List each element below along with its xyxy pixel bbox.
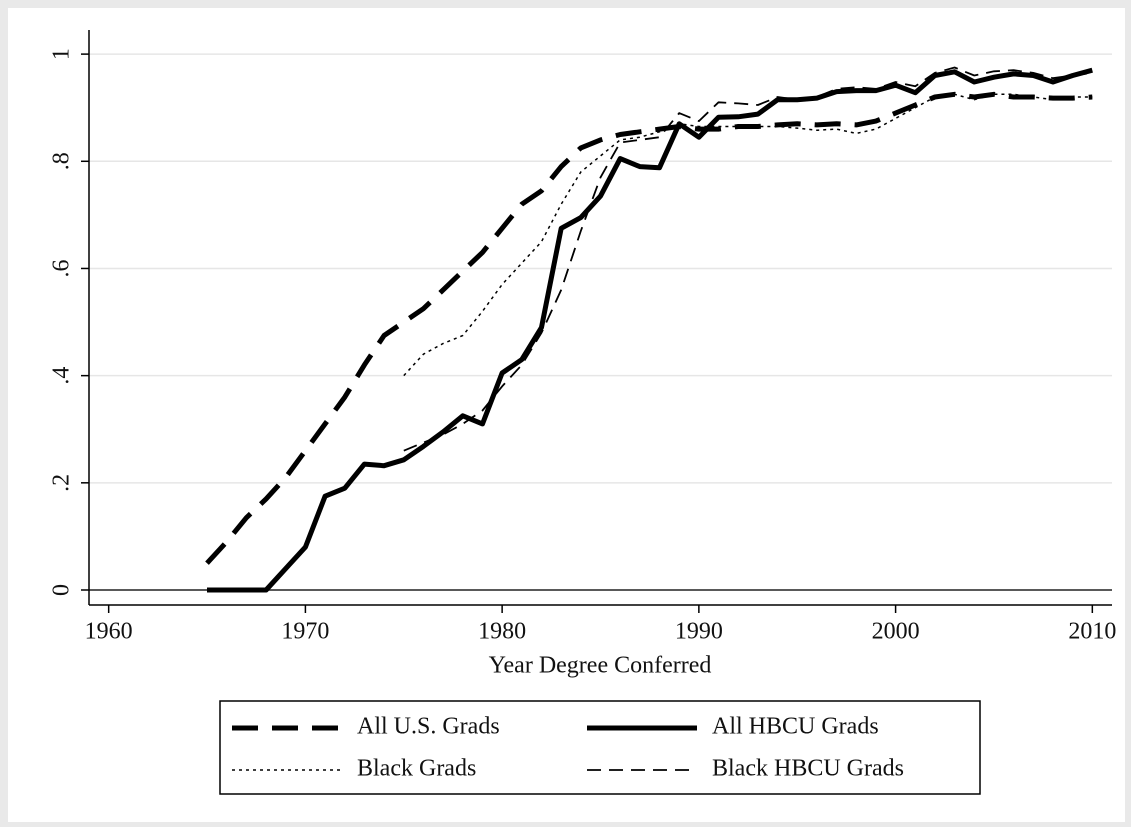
x-tick-label: 2010 [1068, 619, 1116, 645]
x-tick-label: 1960 [85, 619, 133, 645]
series-line [403, 93, 1093, 377]
chart-background [8, 8, 1125, 822]
x-axis-label: Year Degree Conferred [489, 653, 712, 679]
series-line [403, 66, 1093, 452]
legend-label: Black Grads [357, 756, 476, 782]
legend-label: All HBCU Grads [712, 714, 879, 740]
y-tick-label: 0 [49, 584, 75, 596]
legend-label: All U.S. Grads [357, 714, 500, 740]
x-tick-label: 1990 [675, 619, 723, 645]
legend-box [219, 700, 981, 795]
series-line [207, 67, 1093, 593]
y-tick-label: .2 [49, 474, 75, 492]
x-tick-label: 1970 [281, 619, 329, 645]
x-tick-label: 1980 [478, 619, 526, 645]
y-tick-label: .4 [49, 367, 75, 385]
y-tick-label: 1 [49, 48, 75, 60]
series-line [205, 91, 1093, 565]
legend-label: Black HBCU Grads [712, 756, 904, 782]
y-tick-label: .6 [49, 259, 75, 277]
y-tick-label: .8 [49, 152, 75, 170]
x-tick-label: 2000 [872, 619, 920, 645]
